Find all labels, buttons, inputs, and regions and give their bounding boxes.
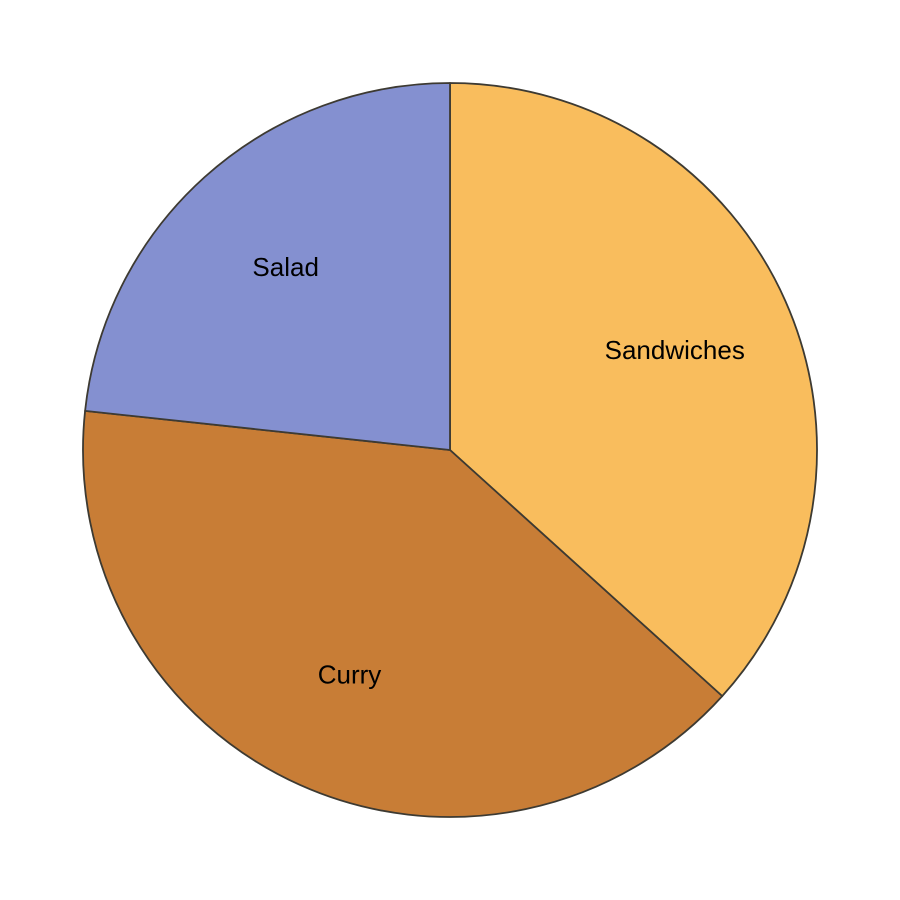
pie-label-sandwiches: Sandwiches <box>605 335 745 365</box>
pie-slice-curry <box>82 409 724 818</box>
pie-slice-salad <box>84 82 451 451</box>
pie-slice-sandwiches <box>449 82 818 698</box>
pie-label-salad: Salad <box>252 252 319 282</box>
pie-label-curry: Curry <box>318 659 382 689</box>
